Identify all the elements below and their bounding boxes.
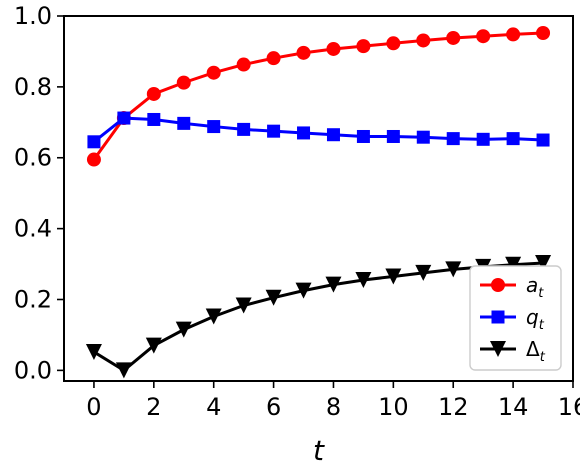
data-point — [85, 343, 102, 360]
data-point — [175, 321, 192, 338]
data-point — [356, 129, 370, 143]
plot-marks — [85, 26, 552, 379]
series-line — [93, 116, 544, 143]
legend-marker — [491, 278, 505, 292]
data-point — [536, 26, 551, 41]
x-tick-label: 12 — [438, 393, 469, 421]
legend-item: Δt — [480, 337, 546, 365]
data-point — [206, 65, 221, 80]
x-tick-label: 4 — [206, 393, 221, 421]
y-tick-label: 0.8 — [14, 73, 52, 101]
data-point — [296, 45, 311, 60]
data-point — [236, 57, 251, 72]
data-point — [446, 132, 460, 146]
data-point — [476, 29, 491, 44]
series-line — [92, 31, 544, 161]
data-point — [237, 122, 251, 136]
series-0 — [86, 26, 551, 167]
x-tick-label: 14 — [498, 393, 529, 421]
data-point — [355, 272, 372, 289]
legend-item: qt — [480, 305, 545, 333]
x-tick-label: 2 — [146, 393, 161, 421]
data-point — [415, 264, 432, 281]
data-point — [536, 133, 550, 147]
y-tick-label: 0.4 — [14, 215, 52, 243]
data-point — [445, 261, 462, 278]
legend: at qt Δt — [469, 265, 562, 371]
data-point — [207, 120, 221, 134]
data-point — [266, 51, 281, 66]
data-point — [326, 128, 340, 142]
legend-label: at — [526, 273, 544, 301]
plot-frame — [63, 15, 574, 382]
data-point — [146, 86, 161, 101]
legend-marker — [491, 310, 505, 324]
y-tick-label: 0.2 — [14, 285, 52, 313]
data-point — [416, 130, 430, 144]
data-point — [506, 27, 521, 42]
data-point — [295, 282, 312, 299]
legend-marker — [490, 341, 506, 357]
data-point — [505, 256, 522, 273]
data-point — [205, 308, 222, 325]
data-point — [117, 111, 131, 125]
series-line — [93, 261, 544, 372]
data-point — [535, 254, 552, 271]
x-tick-label: 8 — [326, 393, 341, 421]
data-point — [147, 112, 161, 126]
data-point — [115, 362, 132, 379]
data-point — [326, 41, 341, 56]
data-point — [297, 126, 311, 140]
y-tick-label: 1.0 — [14, 2, 52, 30]
data-point — [416, 33, 431, 48]
y-tick-label: 0.6 — [14, 144, 52, 172]
series-1 — [87, 111, 550, 149]
x-axis-title: t — [313, 434, 325, 467]
legend-label: Δt — [526, 337, 546, 365]
data-point — [386, 36, 401, 51]
data-point — [265, 289, 282, 306]
legend-label: qt — [526, 305, 545, 333]
data-point — [476, 132, 490, 146]
x-tick-label: 16 — [558, 393, 580, 421]
x-tick-label: 6 — [266, 393, 281, 421]
data-point — [177, 116, 191, 130]
data-point — [235, 297, 252, 314]
series-2 — [85, 254, 552, 379]
data-point — [145, 337, 162, 354]
x-tick-label: 0 — [86, 393, 101, 421]
data-point — [386, 129, 400, 143]
y-tick-label: 0.0 — [14, 356, 52, 384]
x-tick-label: 10 — [378, 393, 409, 421]
legend-item: at — [480, 273, 544, 301]
data-point — [446, 30, 461, 45]
y-axis: 0.0 0.2 0.4 0.6 0.8 1.0 — [14, 2, 64, 384]
x-axis: 0 2 4 6 8 10 12 14 16 — [86, 381, 580, 421]
data-point — [385, 268, 402, 285]
data-point — [176, 75, 191, 90]
data-point — [267, 124, 281, 138]
data-point — [86, 152, 101, 167]
data-point — [356, 39, 371, 54]
data-point — [506, 132, 520, 146]
data-point — [87, 135, 101, 149]
data-point — [325, 276, 342, 293]
